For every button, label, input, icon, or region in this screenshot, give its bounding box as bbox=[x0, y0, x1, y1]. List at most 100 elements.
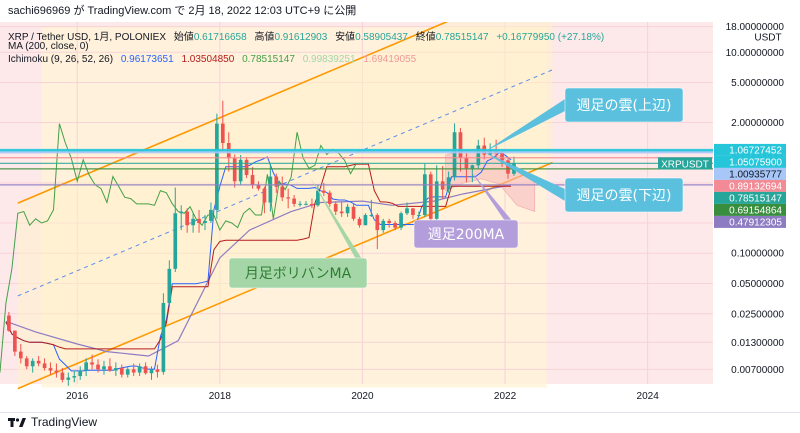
candle-body bbox=[417, 215, 421, 217]
candle-body bbox=[161, 302, 166, 372]
callout-label: 週足の雲(下辺) bbox=[577, 188, 672, 204]
candle-body bbox=[500, 153, 504, 161]
candle-body bbox=[345, 206, 350, 214]
candle-body bbox=[262, 188, 267, 203]
candle-body bbox=[197, 218, 201, 223]
candle-body bbox=[209, 209, 213, 221]
candle-body bbox=[286, 197, 291, 199]
candle-body bbox=[381, 220, 386, 231]
candle-body bbox=[268, 176, 273, 203]
legend-line-1: XRP / Tether USD, 1月, POLONIEX 始値0.61716… bbox=[8, 28, 609, 43]
candle-body bbox=[238, 159, 243, 182]
legend-ichimoku-v4: 0.99839251 bbox=[302, 54, 356, 65]
price-badge-label: 1.05075900 bbox=[729, 157, 782, 168]
callout-cloud-top: 週足の雲(上辺) bbox=[484, 87, 684, 152]
legend-open: 始値0.61716658 bbox=[174, 32, 247, 43]
candle-body bbox=[470, 165, 475, 169]
candle-body bbox=[428, 174, 433, 219]
tradingview-brand: TradingView bbox=[31, 415, 98, 429]
price-badge bbox=[714, 203, 786, 216]
candle-body bbox=[18, 351, 23, 359]
legend-ichimoku-v5: 1.69419055 bbox=[363, 54, 417, 65]
price-badge bbox=[714, 179, 786, 192]
candle-body bbox=[185, 211, 190, 226]
price-badge bbox=[714, 191, 786, 204]
legend-line-3: Ichimoku (9, 26, 52, 26) 0.96173651 1.03… bbox=[8, 54, 421, 65]
candle-body bbox=[131, 369, 136, 373]
candle-body bbox=[321, 190, 326, 193]
candle-body bbox=[458, 132, 463, 158]
callout-box bbox=[564, 87, 684, 123]
candle-body bbox=[452, 132, 457, 178]
callout-box bbox=[564, 177, 684, 213]
candle-body bbox=[42, 363, 47, 369]
price-badge bbox=[714, 143, 786, 156]
price-axis-tick-label: 0.10000000 bbox=[731, 249, 784, 260]
candle-body bbox=[256, 184, 261, 189]
candle-body bbox=[149, 369, 154, 374]
legend-change: +0.16779950 (+27.18%) bbox=[496, 32, 605, 43]
candle-body bbox=[66, 377, 71, 380]
candle-body bbox=[411, 208, 415, 216]
candle-body bbox=[137, 366, 142, 373]
candle-body bbox=[357, 218, 362, 226]
callout-label: 週足の雲(上辺) bbox=[577, 98, 672, 114]
trend-channel-fill bbox=[17, 0, 553, 389]
candle-body bbox=[369, 215, 374, 217]
callout-box bbox=[228, 257, 368, 289]
candle-body bbox=[125, 369, 130, 375]
time-axis: 2016 2018 2020 2022 2024 bbox=[66, 391, 659, 402]
candle-body bbox=[387, 220, 392, 223]
candle-body bbox=[114, 368, 118, 371]
legend-low-value: 0.58905437 bbox=[355, 32, 408, 43]
callout-pointer bbox=[484, 152, 565, 201]
legend-high-label: 高値 bbox=[254, 32, 275, 43]
price-axis-tick-label: 18.00000000 bbox=[726, 22, 785, 33]
candle-body bbox=[476, 145, 481, 166]
time-axis-background bbox=[0, 384, 713, 412]
callouts-layer: 週足の雲(上辺) 週足の雲(下辺) 週足200MA 月足ボリバンMA bbox=[228, 87, 684, 289]
footer: TradingView bbox=[0, 412, 800, 433]
time-axis-tick-label: 2022 bbox=[494, 391, 517, 402]
legend-close-label: 終値 bbox=[415, 32, 436, 43]
callout-label: 月足ボリバンMA bbox=[245, 266, 352, 282]
price-axis: 18.00000000 10.00000000 5.00000000 2.000000… bbox=[658, 22, 786, 376]
legend-symbol: XRP / Tether USD, 1月, POLONIEX bbox=[8, 32, 167, 43]
legend-low-label: 安値 bbox=[335, 32, 356, 43]
price-axis-tick-label: 0.00700000 bbox=[731, 365, 784, 376]
chart-svg[interactable]: 週足の雲(上辺) 週足の雲(下辺) 週足200MA 月足ボリバンMA 18.00000… bbox=[0, 0, 800, 412]
candle-body bbox=[351, 206, 356, 219]
candle-body bbox=[72, 376, 77, 378]
candle-body bbox=[48, 368, 53, 371]
candle-body bbox=[310, 203, 314, 206]
candle-body bbox=[203, 220, 207, 223]
ichimoku-kijun-line bbox=[5, 163, 511, 350]
candle-body bbox=[232, 158, 237, 182]
price-badge-label: 0.89132694 bbox=[729, 181, 782, 192]
candle-body bbox=[155, 369, 160, 372]
price-badge-label: 1.00935777 bbox=[729, 169, 782, 180]
candle-body bbox=[173, 213, 178, 269]
price-badge-label: 0.69154864 bbox=[729, 205, 782, 216]
tradingview-logo[interactable]: TradingView bbox=[8, 415, 97, 429]
horizontal-lines-layer bbox=[0, 148, 713, 186]
candle-body bbox=[339, 211, 344, 214]
legend-close-value: 0.78515147 bbox=[435, 32, 489, 43]
candle-body bbox=[108, 366, 112, 371]
chart-area[interactable]: 週足の雲(上辺) 週足の雲(下辺) 週足200MA 月足ボリバンMA 18.00000… bbox=[0, 0, 800, 412]
legend-high-value: 0.91612903 bbox=[274, 32, 328, 43]
time-axis-tick-label: 2018 bbox=[209, 391, 232, 402]
callout-cloud-bottom: 週足の雲(下辺) bbox=[484, 152, 684, 213]
time-axis-tick-label: 2020 bbox=[351, 391, 374, 402]
channel-mid-line bbox=[17, 69, 553, 297]
time-axis-tick-label: 2024 bbox=[637, 391, 660, 402]
price-axis-tick-label: 2.00000000 bbox=[731, 118, 784, 129]
legend-ichimoku-v1: 0.96173651 bbox=[120, 54, 174, 65]
candle-body bbox=[7, 315, 11, 331]
candle-body bbox=[298, 203, 302, 205]
published-header: sachi696969 が TradingView.com で 2月 18, 2… bbox=[0, 0, 800, 22]
candle-body bbox=[220, 123, 225, 144]
candle-body bbox=[333, 203, 338, 212]
callout-monthly-bollinger-ma: 月足ボリバンMA bbox=[228, 177, 368, 289]
candle-body bbox=[304, 203, 308, 205]
